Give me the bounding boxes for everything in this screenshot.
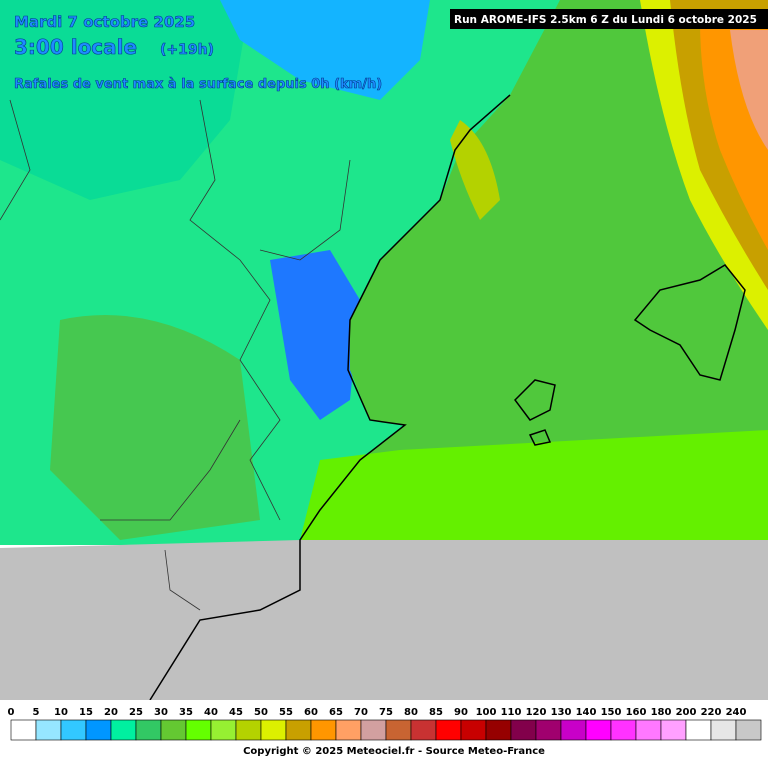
legend-swatch bbox=[735, 719, 762, 741]
copyright: Copyright © 2025 Meteociel.fr - Source M… bbox=[243, 746, 545, 757]
legend-label: 110 bbox=[501, 707, 522, 718]
legend-label: 150 bbox=[601, 707, 622, 718]
island bbox=[514, 379, 556, 421]
legend-label: 0 bbox=[8, 707, 15, 718]
legend-swatch bbox=[235, 719, 262, 741]
legend-label: 120 bbox=[526, 707, 547, 718]
sea bbox=[300, 430, 768, 540]
legend-label: 90 bbox=[454, 707, 468, 718]
legend-swatch bbox=[135, 719, 162, 741]
legend-swatch bbox=[435, 719, 462, 741]
no-data bbox=[0, 540, 768, 700]
legend-swatch bbox=[285, 719, 312, 741]
legend-swatch bbox=[260, 719, 287, 741]
wind-zone bbox=[730, 30, 768, 150]
coastline bbox=[149, 94, 511, 701]
legend-label: 5 bbox=[33, 707, 40, 718]
legend-swatch bbox=[510, 719, 537, 741]
date: Mardi 7 octobre 2025 bbox=[14, 13, 195, 31]
border bbox=[259, 159, 351, 261]
legend-label: 160 bbox=[626, 707, 647, 718]
legend-label: 25 bbox=[129, 707, 143, 718]
legend-swatch bbox=[585, 719, 612, 741]
legend-label: 10 bbox=[54, 707, 68, 718]
legend-swatch bbox=[610, 719, 637, 741]
border bbox=[100, 419, 241, 521]
legend-label: 30 bbox=[154, 707, 168, 718]
legend-swatch bbox=[310, 719, 337, 741]
legend-swatch bbox=[635, 719, 662, 741]
coastline bbox=[149, 94, 746, 701]
legend-swatch bbox=[410, 719, 437, 741]
legend-swatch bbox=[10, 719, 37, 741]
legend-label: 65 bbox=[329, 707, 343, 718]
wind-zone bbox=[270, 250, 360, 420]
legend-label: 15 bbox=[79, 707, 93, 718]
legend-label: 140 bbox=[576, 707, 597, 718]
wind-zone bbox=[450, 120, 500, 220]
legend-label: 180 bbox=[651, 707, 672, 718]
run-box bbox=[450, 9, 768, 29]
legend-swatch bbox=[60, 719, 87, 741]
legend-label: 40 bbox=[204, 707, 218, 718]
legend-label: 200 bbox=[676, 707, 697, 718]
borders bbox=[0, 99, 351, 611]
wind-zone bbox=[220, 0, 430, 100]
legend-label: 35 bbox=[179, 707, 193, 718]
legend-label: 20 bbox=[104, 707, 118, 718]
legend-label: 50 bbox=[254, 707, 268, 718]
subtitle: Rafales de vent max à la surface depuis … bbox=[14, 77, 382, 92]
legend-label: 130 bbox=[551, 707, 572, 718]
legend-label: 70 bbox=[354, 707, 368, 718]
legend-swatch bbox=[360, 719, 387, 741]
legend-swatch bbox=[710, 719, 737, 741]
legend-label: 60 bbox=[304, 707, 318, 718]
border bbox=[189, 99, 281, 521]
legend-swatch bbox=[110, 719, 137, 741]
legend-label: 240 bbox=[726, 707, 747, 718]
time: 3:00 locale bbox=[14, 35, 137, 59]
legend: 0 5 10 15 20 25 30 35 40 45 50 55 60 65 70 75 80 85 90 100 1… bbox=[8, 707, 762, 741]
island bbox=[528, 429, 552, 446]
legend-swatch bbox=[535, 719, 562, 741]
legend-label: 45 bbox=[229, 707, 243, 718]
legend-swatch bbox=[660, 719, 687, 741]
legend-swatch bbox=[460, 719, 487, 741]
legend-swatch bbox=[160, 719, 187, 741]
legend-swatch bbox=[210, 719, 237, 741]
legend-label: 85 bbox=[429, 707, 443, 718]
legend-label: 55 bbox=[279, 707, 293, 718]
legend-label: 220 bbox=[701, 707, 722, 718]
legend-swatch bbox=[685, 719, 712, 741]
land-field bbox=[50, 315, 260, 540]
legend-swatch bbox=[335, 719, 362, 741]
offset: (+19h) bbox=[160, 42, 214, 58]
run: Run AROME-IFS 2.5km 6 Z du Lundi 6 octob… bbox=[454, 14, 757, 26]
border bbox=[0, 99, 31, 221]
legend-swatch bbox=[385, 719, 412, 741]
legend-swatch bbox=[185, 719, 212, 741]
sea bbox=[300, 0, 768, 540]
legend-swatch bbox=[35, 719, 62, 741]
legend-label: 80 bbox=[404, 707, 418, 718]
legend-label: 100 bbox=[476, 707, 497, 718]
legend-label: 75 bbox=[379, 707, 393, 718]
land-field bbox=[0, 0, 250, 200]
island bbox=[633, 264, 746, 381]
legend-swatch bbox=[560, 719, 587, 741]
legend-swatch bbox=[485, 719, 512, 741]
legend-swatch bbox=[85, 719, 112, 741]
border bbox=[164, 549, 201, 611]
